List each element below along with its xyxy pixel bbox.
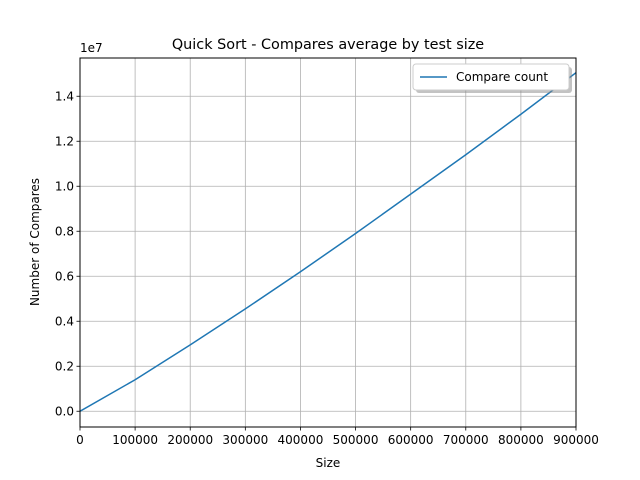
x-tick-label: 900000 [553,433,599,447]
x-tick-label: 0 [76,433,84,447]
plot-area [80,58,576,427]
y-tick-label: 0.0 [55,405,74,419]
y-tick-label: 1.0 [55,180,74,194]
series-line-compare-count [80,71,576,413]
x-tick-label: 100000 [112,433,158,447]
chart-title: Quick Sort - Compares average by test si… [172,37,484,53]
x-tick-label: 300000 [222,433,268,447]
y-tick-label: 0.6 [55,270,74,284]
x-axis-ticks: 0 100000 200000 300000 400000 500000 600000 700… [76,427,599,447]
x-tick-label: 700000 [443,433,489,447]
x-tick-label: 800000 [498,433,544,447]
legend-box [412,63,570,91]
legend: Compare count [412,63,572,93]
y-axis-title: Number of Compares [28,178,42,306]
y-axis-ticks: 0.0 0.2 0.4 0.6 0.8 1.0 1.2 1.4 [55,90,80,419]
x-axis-title: Size [316,456,341,470]
series-layer [80,71,576,413]
y-tick-label: 0.2 [55,360,74,374]
plot-frame [79,57,577,428]
x-tick-label: 400000 [278,433,324,447]
y-tick-label: 1.2 [55,135,74,149]
y-tick-label: 1.4 [55,90,74,104]
x-tick-label: 200000 [167,433,213,447]
y-tick-label: 0.8 [55,225,74,239]
x-tick-label: 600000 [388,433,434,447]
y-axis-offset-label: 1e7 [80,41,103,55]
x-tick-label: 500000 [333,433,379,447]
y-tick-label: 0.4 [55,315,74,329]
legend-label: Compare count [456,70,548,84]
